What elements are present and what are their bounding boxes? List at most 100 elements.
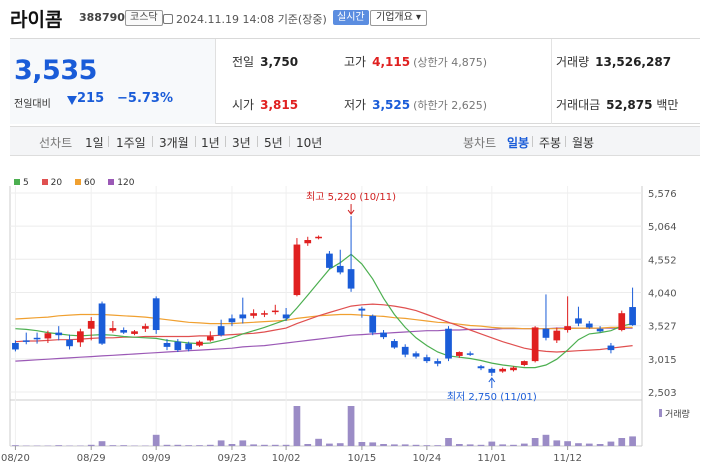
period-1w[interactable]: 1주일 <box>116 136 146 150</box>
quote-time: 2024.11.19 14:08 기준(장중) <box>163 11 327 27</box>
volume-bar <box>206 444 214 446</box>
company-overview-dropdown[interactable]: 기업개요 ▾ <box>370 10 427 26</box>
candle-body <box>564 326 571 331</box>
period-monthly[interactable]: 월봉 <box>572 136 595 150</box>
basis: 기준(장중) <box>277 13 327 26</box>
volume-bar <box>293 406 301 446</box>
candle-body <box>196 341 203 346</box>
candle-body <box>304 240 312 244</box>
candle-body <box>596 328 604 332</box>
candle-body <box>141 326 149 329</box>
ma120-line <box>15 327 633 362</box>
candle-body <box>66 339 73 347</box>
volume-bar <box>12 445 19 446</box>
y-tick-label: 3,527 <box>648 322 677 333</box>
stock-header: 라이콤 388790 코스닥 2024.11.19 14:08 기준(장중) 실… <box>0 0 702 34</box>
x-tick-label: 10/02 <box>272 453 301 464</box>
volume-bar <box>477 444 485 446</box>
volume-bar <box>185 445 193 446</box>
stock-name: 라이콤 <box>10 9 63 31</box>
candle-body <box>12 342 19 350</box>
change-label: 전일대비 <box>14 99 51 110</box>
candle-body <box>206 336 214 341</box>
day-high: 고가 4,115 (상한가 4,875) <box>344 55 487 69</box>
volume-bar <box>380 444 387 446</box>
period-3m[interactable]: 3개월 <box>159 136 189 150</box>
volume-bar <box>520 443 528 446</box>
volume-bar <box>499 444 507 446</box>
candle-body <box>423 357 431 362</box>
y-tick-label: 5,064 <box>648 222 677 233</box>
datetime: 2024.11.19 14:08 <box>176 13 275 26</box>
candle-body <box>250 313 257 316</box>
candle-body <box>239 314 247 319</box>
volume-bar <box>391 444 398 446</box>
candle-body <box>499 368 507 372</box>
current-price-block: 3,535 전일대비 215 −5.73% <box>10 39 216 124</box>
candle-body <box>369 315 377 333</box>
candle-body <box>347 269 355 289</box>
open: 시가 3,815 <box>232 98 299 112</box>
x-tick-label: 09/09 <box>142 453 171 464</box>
volume-bar <box>261 444 268 446</box>
volume-bar <box>304 444 312 446</box>
candle-body <box>585 323 593 328</box>
volume-bar <box>271 444 279 446</box>
clock-icon <box>163 14 173 24</box>
prev-close: 전일 3,750 <box>232 55 299 69</box>
volume-bar <box>401 444 409 446</box>
candle-body <box>434 361 442 364</box>
period-1y[interactable]: 1년 <box>201 136 220 150</box>
volume-bar <box>466 444 474 446</box>
candle-body <box>391 341 398 348</box>
volume-bar <box>510 444 517 446</box>
candle-body <box>542 328 550 338</box>
low-annotation: 최저 2,750 (11/01) <box>447 391 537 403</box>
candle-body <box>228 318 236 323</box>
period-3y[interactable]: 3년 <box>232 136 251 150</box>
candle-body <box>282 314 290 319</box>
x-tick-label: 08/20 <box>1 453 30 464</box>
high-annotation: 최고 5,220 (10/11) <box>306 191 396 203</box>
volume-bar <box>575 443 582 446</box>
ma60-line <box>15 313 633 330</box>
volume-bar <box>196 445 203 446</box>
x-tick-label: 11/12 <box>553 453 582 464</box>
candle-body <box>98 303 106 344</box>
legend-ma60: 60 <box>74 178 95 188</box>
volume-bar <box>228 444 236 446</box>
down-triangle-icon <box>67 96 77 105</box>
candle-body <box>22 340 30 342</box>
volume: 거래량 13,526,287 <box>556 55 672 69</box>
volume-bar <box>607 441 615 446</box>
candle-body <box>336 265 344 273</box>
period-10y[interactable]: 10년 <box>296 136 323 150</box>
candle-body <box>185 343 193 350</box>
volume-bar <box>445 438 452 446</box>
candle-body <box>358 308 366 311</box>
y-tick-label: 3,015 <box>648 355 677 366</box>
period-daily[interactable]: 일봉 <box>507 136 530 150</box>
candle-body <box>629 307 636 326</box>
period-weekly[interactable]: 주봉 <box>539 136 562 150</box>
volume-bar <box>585 443 593 446</box>
candle-body <box>87 320 95 329</box>
chart-period-bar: 선차트 1일 1주일 3개월 1년 3년 5년 10년 봉차트 일봉 주봉 월봉 <box>10 126 700 156</box>
period-5y[interactable]: 5년 <box>264 136 283 150</box>
volume-bar <box>163 444 171 446</box>
volume-legend-swatch <box>659 409 662 417</box>
quote-panel: 3,535 전일대비 215 −5.73% 전일 3,750 고가 4,115 (상한… <box>10 38 700 124</box>
volume-bar <box>174 444 182 446</box>
candle-body <box>131 331 138 334</box>
candle-body <box>553 330 561 341</box>
candle-body <box>77 331 84 343</box>
realtime-button[interactable]: 실시간 <box>333 10 369 25</box>
volume-bar <box>98 441 106 446</box>
market-badge: 코스닥 <box>125 10 163 26</box>
candle-body <box>531 327 539 362</box>
period-1d[interactable]: 1일 <box>85 136 104 150</box>
volume-label: 거래량 <box>665 408 690 420</box>
volume-bar <box>87 444 95 446</box>
candle-body <box>109 328 117 331</box>
